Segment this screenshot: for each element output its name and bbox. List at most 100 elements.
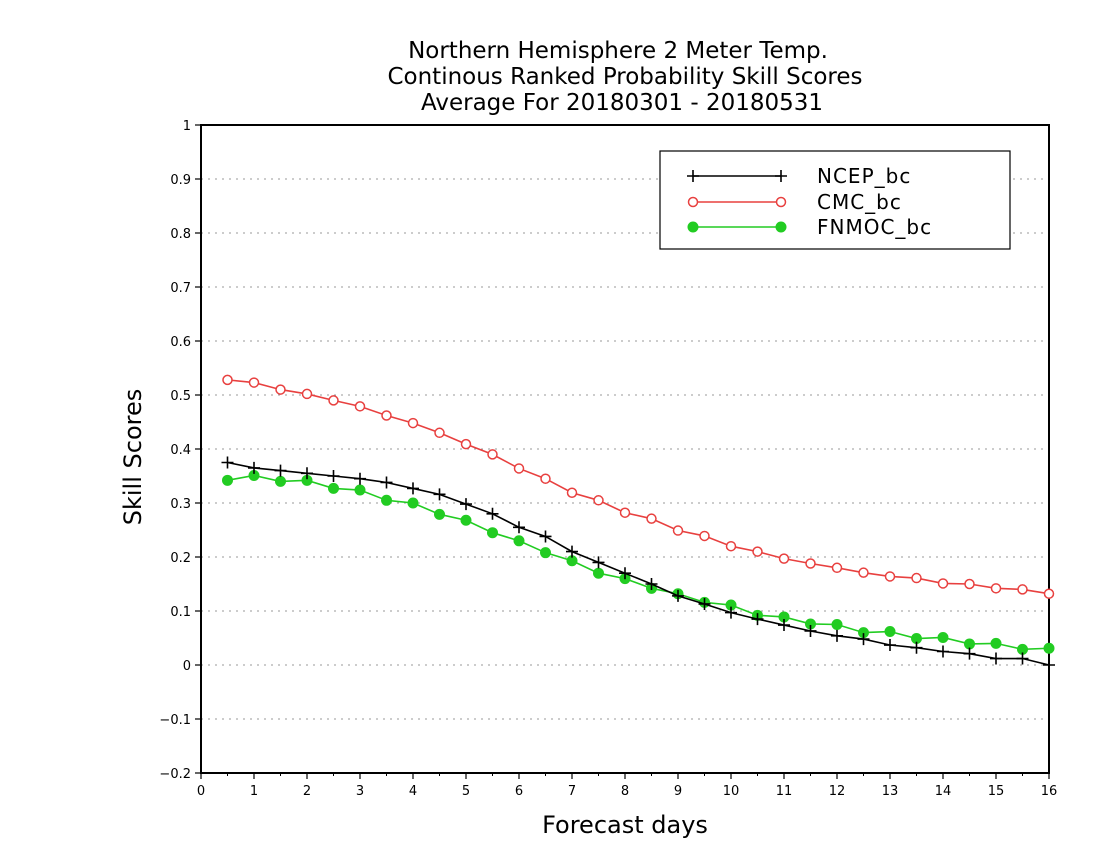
title-line-1: Northern Hemisphere 2 Meter Temp. [408,38,828,64]
legend-label-cmc: CMC_bc [817,190,902,214]
y-tick-label: 0.1 [170,605,191,620]
y-tick-label: 0.4 [170,443,191,458]
legend-label-fnmoc: FNMOC_bc [817,215,932,239]
y-tick-label: 0 [183,659,191,674]
data-point-ncep [963,647,976,660]
data-point-cmc [328,395,339,406]
legend-box [659,150,1011,250]
y-tick-label: 0.3 [170,497,191,512]
data-point-cmc [354,401,366,412]
data-point-cmc [513,463,525,474]
legend-marker-fnmoc [687,221,699,233]
data-point-cmc [831,562,843,574]
chart-title: Northern Hemisphere 2 Meter Temp. Contin… [387,38,862,116]
data-point-cmc [222,374,233,386]
data-point-fnmoc [328,482,339,494]
data-point-ncep [910,641,923,654]
data-point-ncep [645,578,658,590]
x-tick-label: 16 [1041,784,1058,799]
data-point-cmc [540,473,551,484]
data-point-cmc [805,558,816,569]
legend-marker-ncep [775,170,787,182]
y-tick-label: 0.9 [170,173,191,188]
data-point-cmc [381,410,392,421]
data-point-fnmoc [513,535,525,547]
x-tick-label: 10 [723,784,740,799]
x-tick-label: 1 [250,784,258,799]
data-point-ncep [407,482,419,495]
y-axis: −0.2 −0.1 0 0.1 0.2 0.3 0.4 0.5 0.6 0.7 0.8 0.9 1 [159,119,201,782]
y-tick-label: 0.2 [170,551,191,566]
data-point-cmc [964,578,975,590]
data-point-cmc [434,427,445,439]
y-tick-label: 0.8 [170,227,191,242]
data-point-ncep [619,567,631,580]
data-point-fnmoc [540,547,551,559]
legend-label-ncep: NCEP_bc [817,164,911,188]
data-point-cmc [619,507,631,518]
data-point-cmc [911,572,922,584]
data-point-cmc [1017,584,1028,595]
x-tick-label: 8 [621,784,629,799]
x-tick-label: 3 [356,784,364,799]
data-point-fnmoc [964,638,975,650]
series-line-cmc [227,379,1050,595]
data-point-ncep [937,645,949,658]
series-ncep [221,456,1055,671]
x-tick-label: 0 [197,784,205,799]
data-point-fnmoc [884,626,896,638]
data-point-fnmoc [1043,642,1055,654]
data-point-ncep [592,556,605,569]
data-point-ncep [1016,652,1029,665]
x-tick-label: 6 [515,784,523,799]
data-point-cmc [275,384,286,395]
data-point-fnmoc [354,484,366,496]
data-point-ncep [221,456,234,469]
x-tick-label: 9 [674,784,682,799]
data-point-fnmoc [407,497,419,509]
data-point-cmc [725,540,737,552]
data-point-ncep [857,633,870,646]
data-point-ncep [274,464,287,477]
data-point-ncep [539,530,552,543]
data-point-cmc [248,377,260,388]
data-point-cmc [937,578,949,589]
x-tick-label: 2 [303,784,311,799]
y-tick-label: 0.7 [170,281,191,296]
data-point-cmc [301,388,313,400]
data-point-ncep [698,597,711,610]
data-point-ncep [486,507,499,520]
x-tick-label: 11 [776,784,793,799]
data-point-ncep [301,467,313,480]
x-tick-label: 15 [988,784,1005,799]
grid-lines [201,178,1049,720]
data-point-cmc [487,449,498,460]
legend-marker-cmc [775,196,787,208]
data-point-ncep [884,639,896,652]
data-point-ncep [433,488,446,501]
title-line-3: Average For 20180301 - 20180531 [421,90,823,116]
legend-marker-fnmoc [775,221,787,233]
y-axis-label: Skill Scores [119,389,147,526]
data-point-cmc [884,571,896,582]
title-line-2: Continous Ranked Probability Skill Score… [387,64,862,90]
data-point-cmc [778,553,790,564]
data-point-fnmoc [937,631,949,643]
data-point-fnmoc [381,494,392,506]
data-point-cmc [699,530,710,542]
data-point-ncep [672,589,684,602]
data-point-cmc [407,417,419,429]
data-point-ncep [566,545,578,558]
data-point-cmc [566,487,578,498]
legend-marks [687,170,787,233]
x-tick-label: 5 [462,784,470,799]
x-tick-label: 13 [882,784,899,799]
data-point-fnmoc [593,567,604,579]
data-point-ncep [354,472,366,485]
x-tick-label: 14 [935,784,952,799]
plot-series [221,374,1055,671]
data-point-ncep [513,521,525,534]
y-tick-label: −0.1 [159,713,191,728]
y-tick-label: −0.2 [159,767,191,782]
